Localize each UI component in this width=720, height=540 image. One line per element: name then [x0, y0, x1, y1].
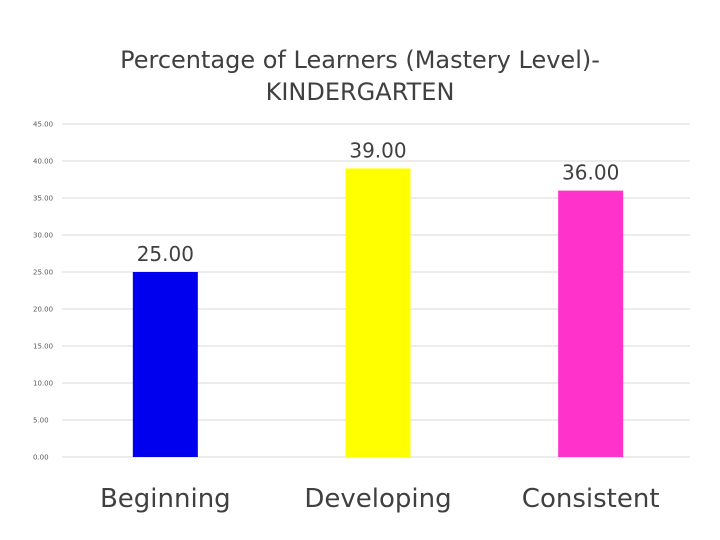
y-tick-label: 0.00	[33, 454, 49, 462]
y-tick-label: 10.00	[33, 380, 53, 388]
data-label: 39.00	[349, 138, 406, 162]
bar-beginning	[132, 272, 198, 457]
x-category-label: Developing	[304, 484, 451, 514]
y-tick-label: 45.00	[33, 121, 53, 129]
bar-developing	[345, 168, 411, 457]
y-tick-label: 35.00	[33, 195, 53, 203]
chart-title: Percentage of Learners (Mastery Level)- …	[120, 46, 600, 106]
data-label: 36.00	[562, 161, 619, 185]
y-tick-label: 15.00	[33, 343, 53, 351]
y-tick-label: 20.00	[33, 306, 53, 314]
y-tick-label: 30.00	[33, 232, 53, 240]
x-category-label: Beginning	[100, 484, 231, 514]
y-tick-label: 5.00	[33, 417, 49, 425]
data-label: 25.00	[137, 242, 194, 266]
x-category-label: Consistent	[522, 484, 660, 514]
y-tick-label: 25.00	[33, 269, 53, 277]
y-tick-label: 40.00	[33, 158, 53, 166]
bar-consistent	[558, 190, 624, 457]
